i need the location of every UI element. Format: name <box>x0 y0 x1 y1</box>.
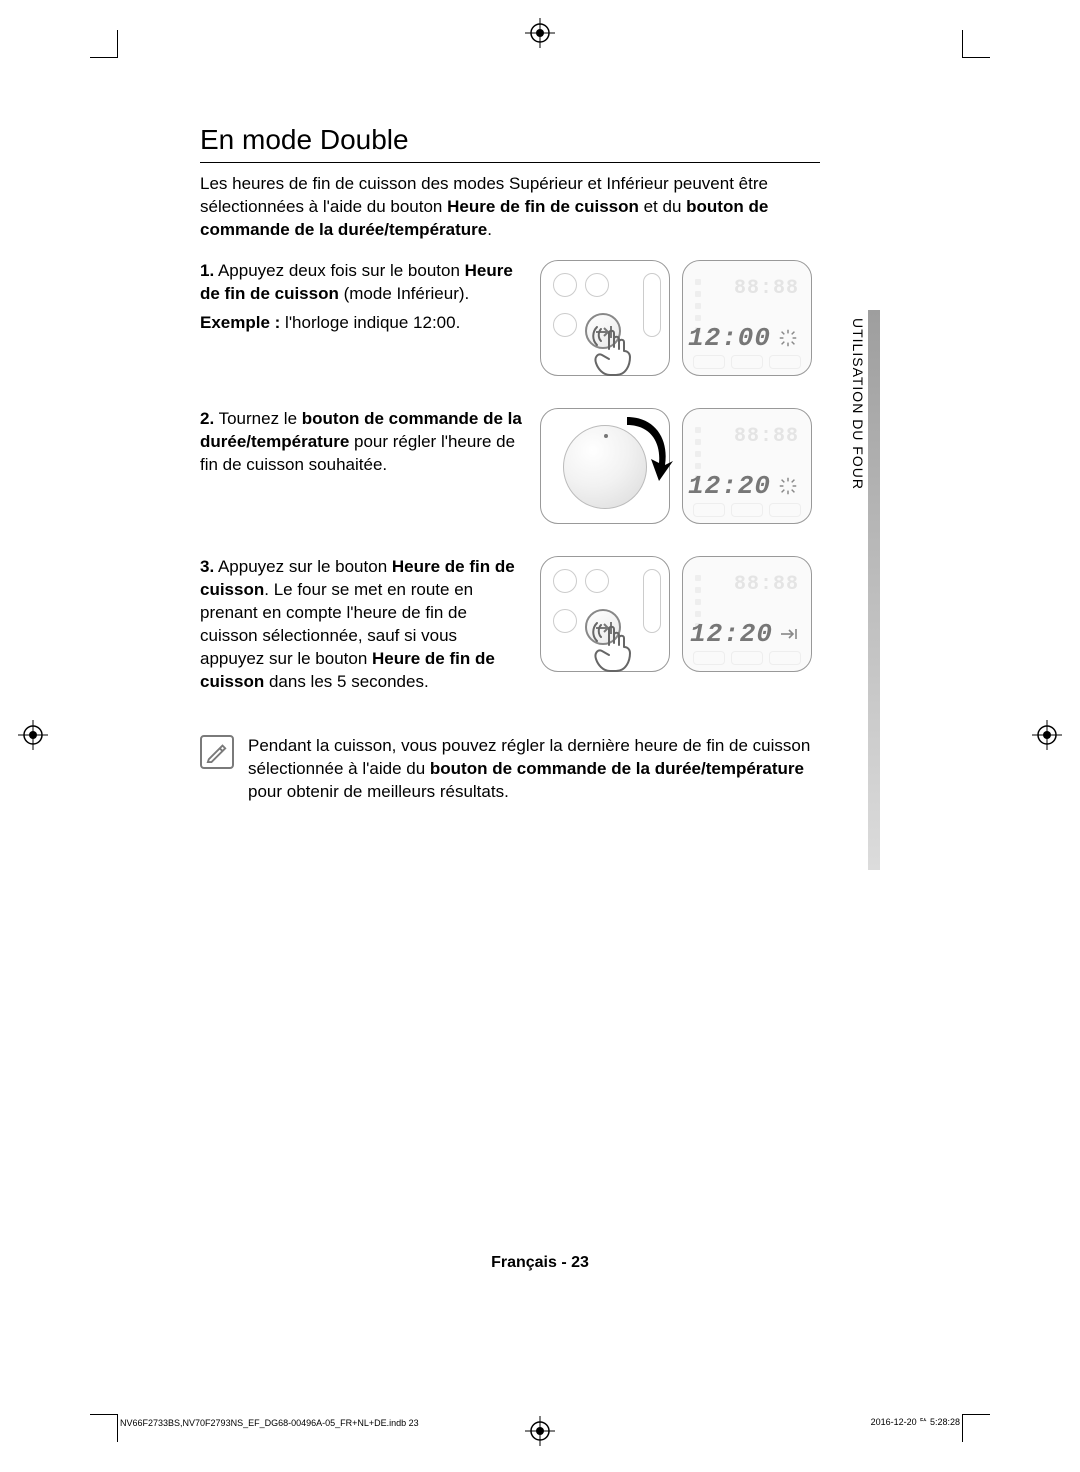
crop-mark-icon <box>962 30 990 58</box>
page-footer: Français - 23 <box>0 1254 1080 1272</box>
step-text: 3. Appuyez sur le bouton Heure de fin de… <box>200 556 526 694</box>
instruction-step: 1. Appuyez deux fois sur le bouton Heure… <box>200 260 820 376</box>
text-run: dans les 5 secondes. <box>264 672 428 691</box>
lcd-main-segment: 12:20 <box>690 619 799 649</box>
text-run: Tournez le <box>214 409 302 428</box>
footer-meta-left: NV66F2733BS,NV70F2793NS_EF_DG68-00496A-0… <box>120 1418 419 1428</box>
registration-mark-icon <box>18 720 48 750</box>
step-number: 3. <box>200 557 214 576</box>
dial-panel-figure <box>540 408 670 524</box>
control-panel-figure <box>540 260 670 376</box>
lcd-main-segment: 12:20 <box>688 471 799 501</box>
panel-slider-icon <box>643 273 661 337</box>
intro-bold: Heure de fin de cuisson <box>447 197 639 216</box>
lcd-time-value: 12:00 <box>688 323 771 353</box>
step-number: 2. <box>200 409 214 428</box>
panel-slider-icon <box>643 569 661 633</box>
step-number: 1. <box>200 261 214 280</box>
step-text: 1. Appuyez deux fois sur le bouton Heure… <box>200 260 526 306</box>
panel-button-icon <box>553 313 577 337</box>
lcd-time-value: 12:20 <box>688 471 771 501</box>
intro-text: et du <box>639 197 686 216</box>
step-figures: 88:88 12:20 <box>540 556 812 672</box>
lcd-bottom-icons <box>693 503 801 517</box>
panel-button-icon <box>553 273 577 297</box>
text-run: Appuyez sur le bouton <box>214 557 392 576</box>
text-run: Appuyez deux fois sur le bouton <box>214 261 464 280</box>
note-icon <box>200 735 234 769</box>
lcd-bottom-icons <box>693 651 801 665</box>
control-panel-figure <box>540 556 670 672</box>
crop-mark-icon <box>962 1414 990 1442</box>
hand-pointer-icon <box>589 325 639 381</box>
lcd-faint-segment: 88:88 <box>734 277 799 300</box>
section-sidebar-tab: UTILISATION DU FOUR <box>846 310 880 870</box>
crop-mark-icon <box>90 1414 118 1442</box>
registration-mark-icon <box>525 1416 555 1446</box>
instruction-step: 3. Appuyez sur le bouton Heure de fin de… <box>200 556 820 694</box>
hand-pointer-icon <box>589 621 639 677</box>
text-run: (mode Inférieur). <box>339 284 469 303</box>
footer-meta-right: 2016-12-20 ᄃᄉ 5:28:28 <box>871 1415 960 1428</box>
crop-mark-icon <box>90 30 118 58</box>
bold-run: Exemple : <box>200 313 280 332</box>
note-block: Pendant la cuisson, vous pouvez régler l… <box>200 735 820 804</box>
lcd-display-figure: 88:88 12:20 <box>682 408 812 524</box>
step-text: 2. Tournez le bouton de commande de la d… <box>200 408 526 477</box>
panel-button-icon <box>553 609 577 633</box>
sidebar-label: UTILISATION DU FOUR <box>850 318 866 490</box>
step-figures: 88:88 12:00 <box>540 260 812 376</box>
cook-end-icon <box>779 627 799 641</box>
lcd-main-segment: 12:00 <box>688 323 799 353</box>
lcd-display-figure: 88:88 12:20 <box>682 556 812 672</box>
instruction-step: 2. Tournez le bouton de commande de la d… <box>200 408 820 524</box>
bold-run: bouton de commande de la durée/températu… <box>430 759 804 778</box>
title-rule <box>200 162 820 163</box>
rotate-arrow-icon <box>621 413 673 483</box>
intro-text: . <box>487 220 492 239</box>
lcd-time-value: 12:20 <box>690 619 773 649</box>
lcd-bottom-icons <box>693 355 801 369</box>
section-title: En mode Double <box>200 124 820 156</box>
blink-icon <box>777 327 799 349</box>
lcd-faint-segment: 88:88 <box>734 425 799 448</box>
content-area: En mode Double Les heures de fin de cuis… <box>200 124 820 804</box>
registration-mark-icon <box>525 18 555 48</box>
lcd-display-figure: 88:88 12:00 <box>682 260 812 376</box>
panel-button-icon <box>585 569 609 593</box>
lcd-faint-segment: 88:88 <box>734 573 799 596</box>
text-run: l'horloge indique 12:00. <box>280 313 460 332</box>
step-figures: 88:88 12:20 <box>540 408 812 524</box>
blink-icon <box>777 475 799 497</box>
text-run: pour obtenir de meilleurs résultats. <box>248 782 509 801</box>
note-text: Pendant la cuisson, vous pouvez régler l… <box>248 735 820 804</box>
step-text: Exemple : l'horloge indique 12:00. <box>200 312 526 335</box>
intro-paragraph: Les heures de fin de cuisson des modes S… <box>200 173 820 242</box>
registration-mark-icon <box>1032 720 1062 750</box>
panel-button-icon <box>553 569 577 593</box>
panel-button-icon <box>585 273 609 297</box>
manual-page: En mode Double Les heures de fin de cuis… <box>0 0 1080 1472</box>
sidebar-gradient-bar <box>868 310 880 870</box>
